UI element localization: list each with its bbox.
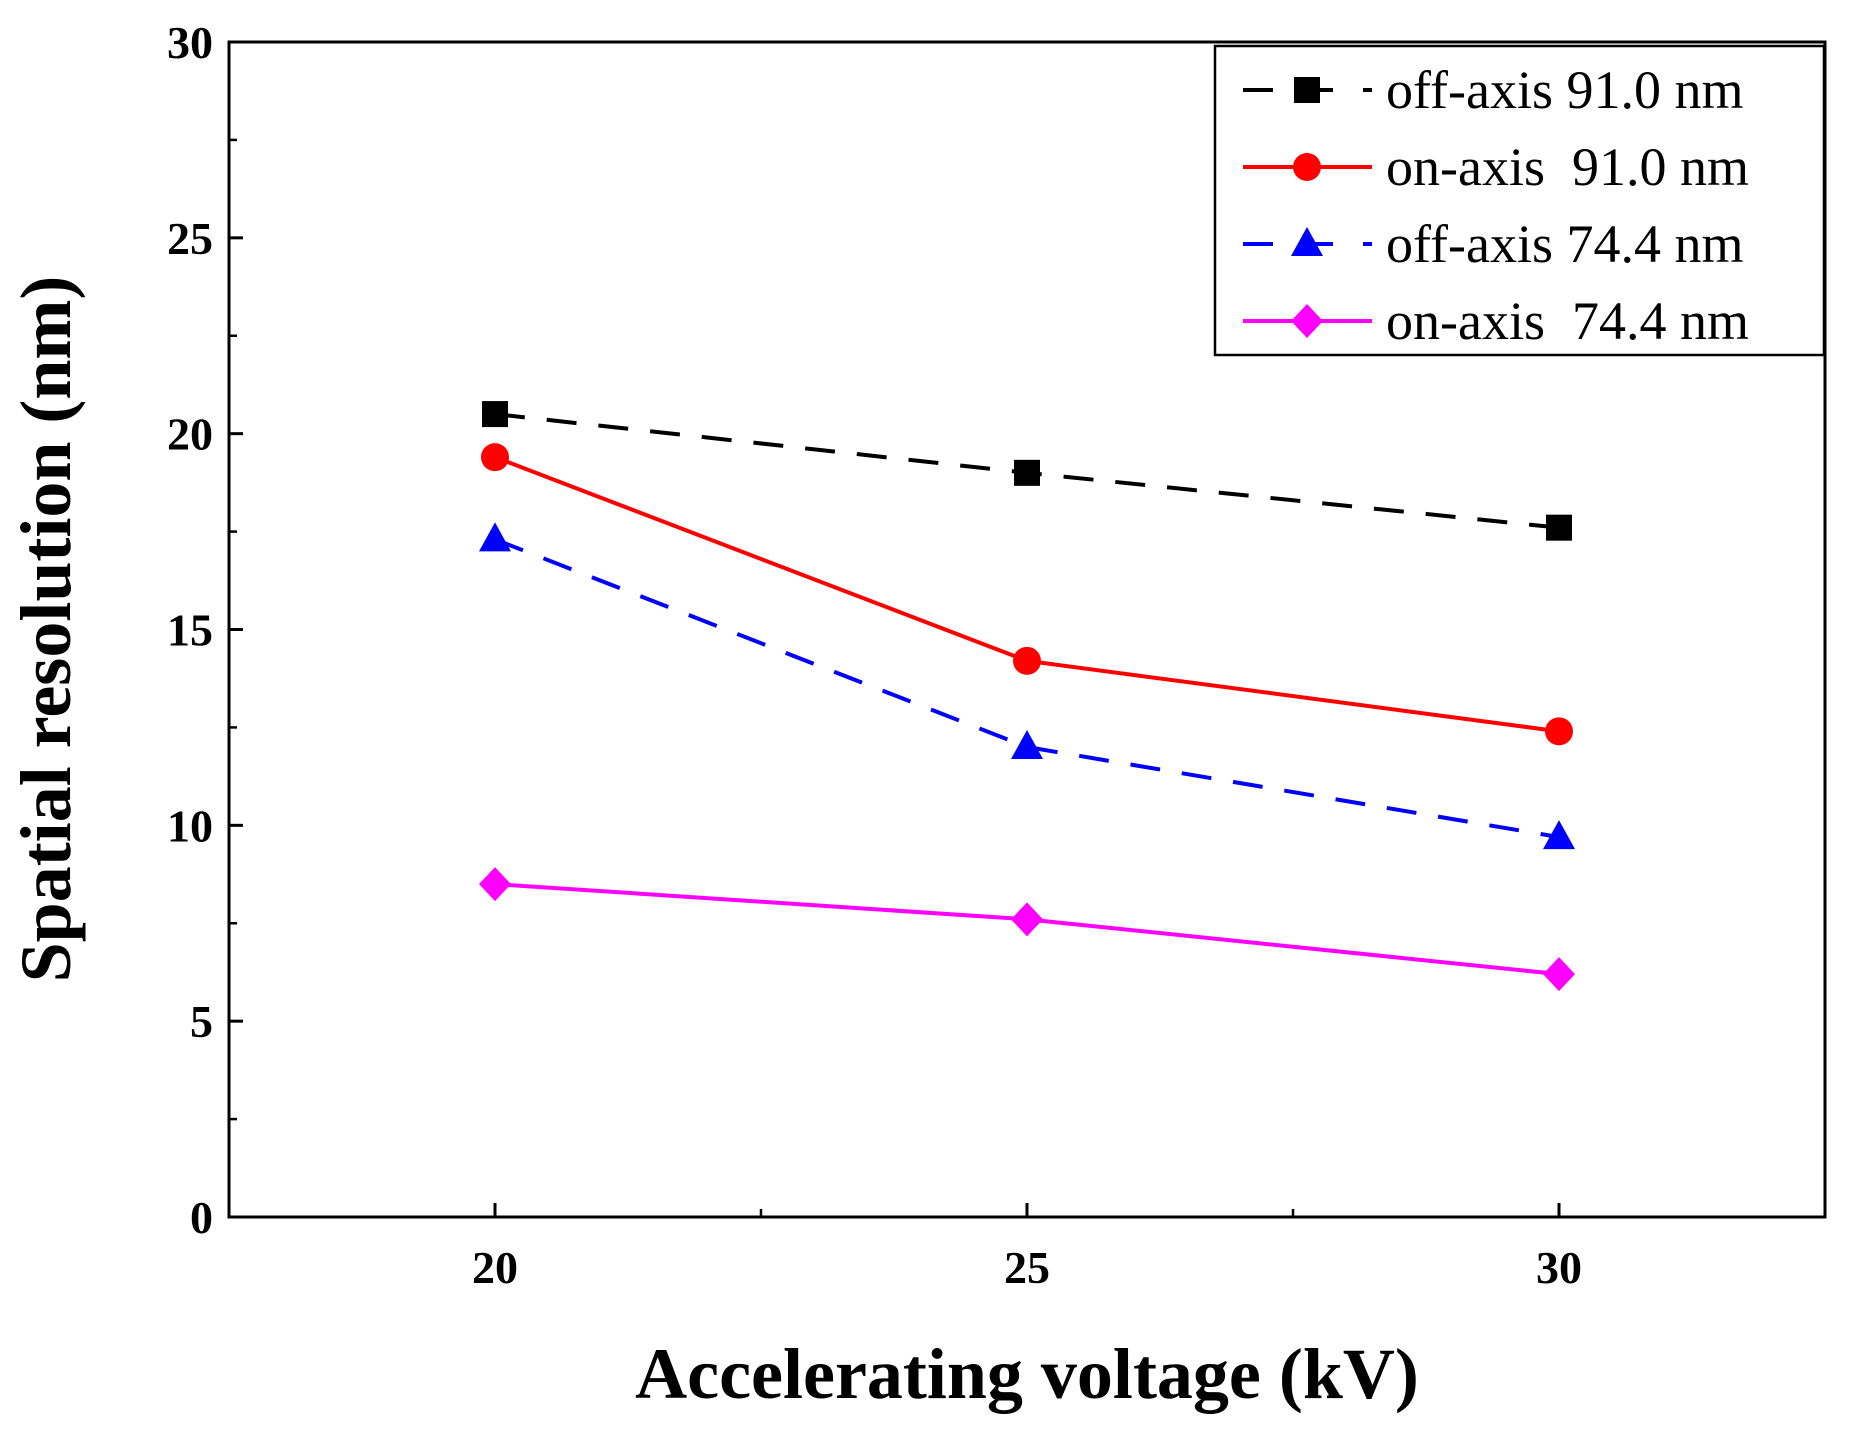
- y-tick-label: 15: [167, 605, 213, 656]
- legend-item-3: off-axis 74.4 nm: [1243, 214, 1743, 274]
- x-tick-label: 25: [1004, 1242, 1050, 1293]
- y-tick-label: 0: [190, 1192, 213, 1243]
- data-point: [1014, 459, 1040, 486]
- y-axis-title: Spatial resolution (nm): [6, 276, 86, 983]
- data-point: [1543, 820, 1575, 850]
- data-point: [482, 401, 508, 428]
- data-point: [1543, 957, 1575, 992]
- legend-label: on-axis 91.0 nm: [1386, 137, 1749, 197]
- data-point: [1011, 730, 1043, 759]
- data-point: [481, 443, 509, 472]
- series-3: [479, 522, 1575, 850]
- legend-marker: [1294, 77, 1320, 103]
- x-tick-label: 30: [1536, 1242, 1582, 1293]
- legend-item-2: on-axis 91.0 nm: [1243, 137, 1749, 197]
- legend-marker: [1293, 153, 1321, 181]
- data-point: [1546, 514, 1572, 541]
- y-tick-label: 30: [167, 17, 213, 68]
- y-axis: 0 5 10 15 20 25 30: [167, 17, 243, 1243]
- data-point: [479, 522, 511, 552]
- legend-marker: [1291, 304, 1323, 338]
- data-point: [1011, 902, 1043, 937]
- data-point: [479, 867, 511, 902]
- legend-label: off-axis 91.0 nm: [1386, 60, 1743, 120]
- legend-item-1: off-axis 91.0 nm: [1243, 60, 1743, 120]
- series-1: [482, 401, 1572, 541]
- y-tick-label: 10: [167, 800, 213, 851]
- series-4: [479, 867, 1575, 992]
- series-layer: [479, 401, 1575, 992]
- legend-label: off-axis 74.4 nm: [1386, 214, 1743, 274]
- y-tick-label: 20: [167, 409, 213, 460]
- y-tick-label: 25: [167, 213, 213, 264]
- legend-item-4: on-axis 74.4 nm: [1243, 291, 1749, 351]
- legend: off-axis 91.0 nm on-axis 91.0 nm off-axis …: [1213, 44, 1826, 357]
- y-tick-label: 5: [190, 996, 213, 1047]
- series-2: [481, 443, 1573, 746]
- data-point: [1013, 646, 1041, 675]
- legend-marker: [1291, 227, 1323, 256]
- x-axis: 20 25 30: [472, 1203, 1582, 1293]
- legend-label: on-axis 74.4 nm: [1386, 291, 1749, 351]
- x-axis-title: Accelerating voltage (kV): [635, 1334, 1419, 1414]
- data-point: [1545, 717, 1573, 746]
- x-tick-label: 20: [472, 1242, 518, 1293]
